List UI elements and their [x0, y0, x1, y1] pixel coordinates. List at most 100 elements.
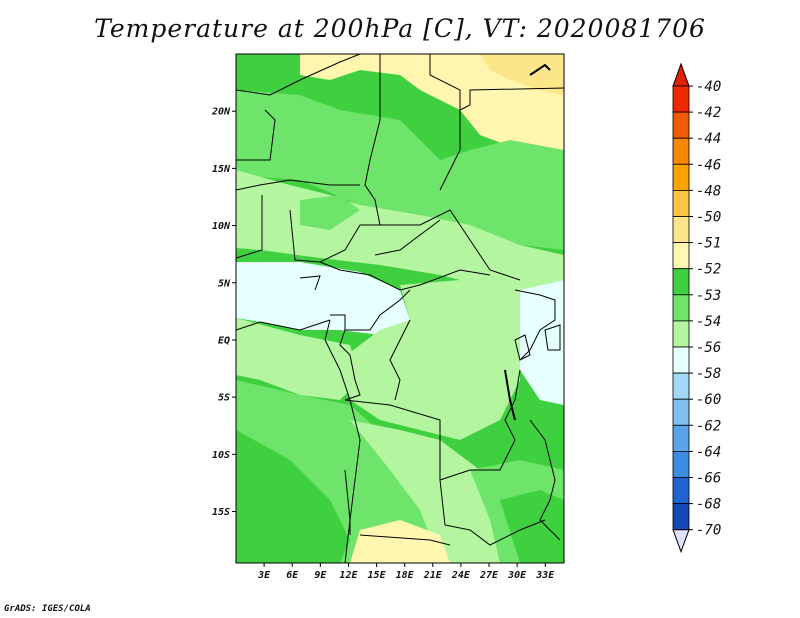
field-lightgreen-central: [340, 280, 520, 440]
colorbar-label: -42: [696, 105, 721, 121]
colorbar-top-cap: [672, 62, 690, 87]
colorbar-swatch: [672, 189, 690, 217]
colorbar-swatch: [672, 111, 690, 139]
coast-line: [529, 63, 551, 76]
border-line: [364, 54, 381, 226]
coast-line: [324, 319, 361, 563]
colorbar-label: -60: [696, 392, 721, 408]
coast-line: [299, 275, 321, 291]
map-title: Temperature at 200hPa [C], VT: 202008170…: [94, 14, 706, 43]
longitude-axis: 3E 6E 9E 12E 15E 18E 21E 24E 27E 30E 33E: [257, 563, 555, 581]
border-line: [529, 419, 561, 541]
colorbar-label: -54: [696, 314, 721, 330]
borders: [236, 54, 564, 563]
colorbar-label: -51: [696, 236, 721, 252]
lon-tick-label: 3E: [257, 570, 271, 581]
colorbar-bottom-cap: [672, 529, 690, 554]
border-line: [236, 109, 276, 161]
temperature-field: [236, 54, 564, 563]
border-line: [359, 534, 451, 546]
lat-tick-label: 15S: [212, 507, 230, 518]
colorbar-label: -62: [696, 418, 721, 434]
field-darkgreen-southeast: [500, 490, 564, 563]
colorbar-label: -48: [696, 183, 721, 199]
lat-tick-label: 10N: [212, 221, 231, 232]
lat-tick-label: 20N: [211, 107, 231, 118]
lon-tick-label: 12E: [339, 570, 358, 581]
field-green-north: [236, 90, 564, 250]
border-line: [429, 54, 461, 191]
border-line: [439, 479, 546, 546]
lake-line: [504, 369, 516, 421]
lake-line: [514, 334, 531, 361]
lon-tick-label: 6E: [286, 570, 299, 581]
field-darkgreen-southwest: [236, 430, 350, 563]
colorbar-swatch: [672, 320, 690, 348]
colorbar: -40 -42 -44 -46 -48 -50 -51 -52 -53 -54 -56 -58 -60 -…: [672, 62, 721, 554]
colorbar-swatch: [672, 163, 690, 191]
border-line: [389, 319, 411, 401]
credit-label: GrADS: IGES/COLA: [4, 604, 91, 614]
colorbar-label: -56: [696, 340, 721, 356]
field-lightgreen-coast: [236, 318, 360, 400]
colorbar-swatch: [672, 294, 690, 322]
field-green-patch: [300, 195, 360, 230]
field-lightgreen-south: [350, 420, 510, 563]
colorbar-swatch: [672, 346, 690, 374]
lat-tick-label: 5N: [218, 278, 231, 289]
colorbar-swatch: [672, 242, 690, 270]
colorbar-swatch: [672, 137, 690, 165]
field-orange-north: [480, 54, 564, 95]
colorbar-label: -68: [696, 497, 721, 513]
colorbar-swatch: [672, 503, 690, 531]
lat-tick-label: EQ: [218, 335, 230, 346]
colorbar-swatch: [672, 398, 690, 426]
border-line: [504, 369, 521, 441]
border-line: [374, 219, 441, 256]
lon-tick-label: 33E: [535, 570, 555, 581]
border-line: [330, 289, 411, 331]
lon-tick-label: 24E: [451, 570, 471, 581]
border-line: [236, 195, 263, 259]
border-line: [289, 209, 380, 263]
field-yellow-north: [300, 54, 564, 160]
colorbar-swatch: [672, 424, 690, 452]
colorbar-label: -50: [696, 210, 721, 226]
lat-tick-label: 10S: [212, 450, 230, 461]
lon-tick-label: 15E: [368, 570, 387, 581]
colorbar-label: -66: [696, 471, 721, 487]
border-line: [236, 179, 360, 191]
colorbar-swatch: [672, 85, 690, 113]
border-line: [319, 261, 491, 291]
colorbar-swatch: [672, 372, 690, 400]
border-line: [459, 87, 564, 111]
colorbar-label: -44: [696, 131, 721, 147]
border-line: [236, 54, 361, 96]
plot-frame: [235, 53, 565, 564]
colorbar-label: -52: [696, 262, 721, 278]
colorbar-label: -53: [696, 288, 721, 304]
colorbar-label: -70: [696, 523, 721, 539]
colorbar-swatch: [672, 477, 690, 505]
latitude-axis: 20N 15N 10N 5N EQ 5S 10S 15S: [211, 107, 236, 518]
colorbar-swatch: [672, 268, 690, 296]
lon-tick-label: 30E: [507, 570, 527, 581]
colorbar-label: -40: [696, 79, 721, 95]
coast-line: [236, 319, 331, 331]
colorbar-label: -58: [696, 366, 721, 382]
lon-tick-label: 21E: [423, 570, 443, 581]
border-line: [339, 329, 361, 401]
lat-tick-label: 5S: [218, 393, 230, 404]
colorbar-label: -46: [696, 157, 721, 173]
field-cyan-west: [236, 262, 410, 335]
border-line: [514, 289, 556, 361]
colorbar-label: -64: [696, 444, 721, 460]
lake-line: [544, 324, 561, 351]
colorbar-swatch: [672, 450, 690, 478]
lon-tick-label: 27E: [479, 570, 499, 581]
colorbar-swatch: [672, 216, 690, 244]
lat-tick-label: 15N: [212, 164, 231, 175]
lon-tick-label: 9E: [314, 570, 327, 581]
